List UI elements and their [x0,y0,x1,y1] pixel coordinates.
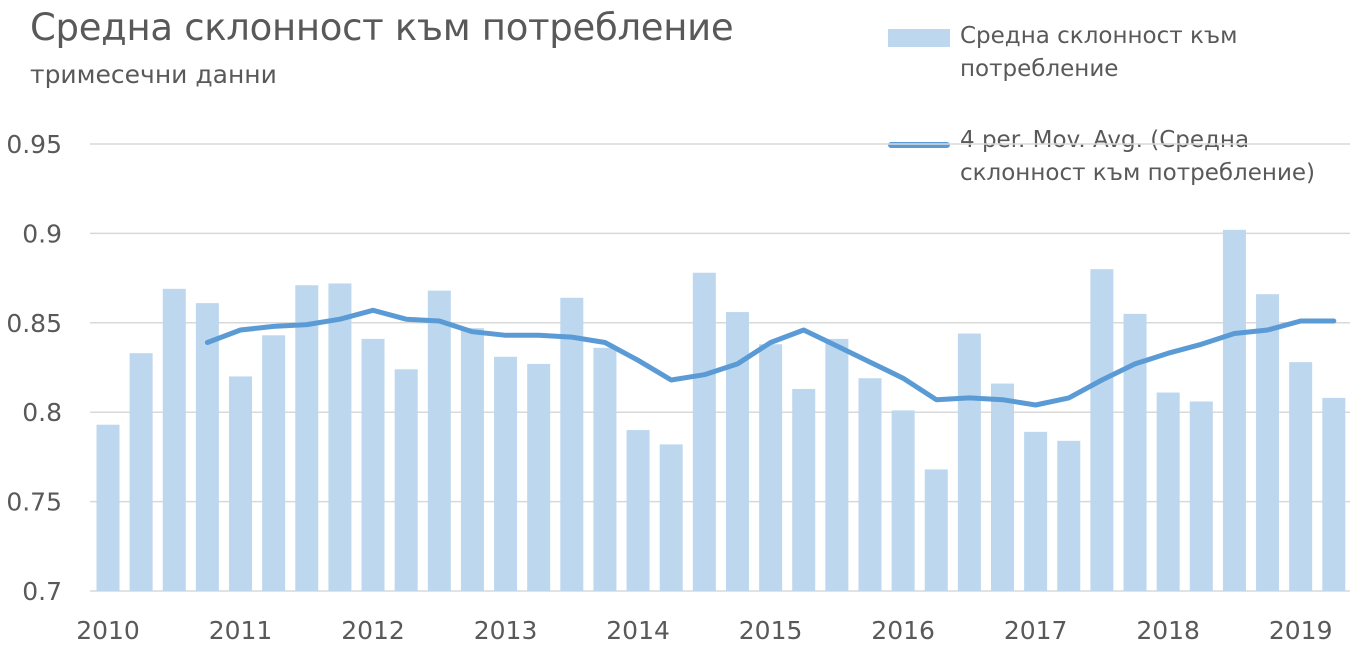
bar [1189,401,1213,591]
bar [1123,313,1147,591]
bar [162,288,186,591]
x-tick-label: 2012 [341,616,405,645]
x-tick-label: 2019 [1269,616,1333,645]
y-tick-label: 0.8 [22,398,62,427]
x-tick-label: 2016 [871,616,935,645]
chart-title: Средна склонност към потребление [30,6,734,49]
y-tick-label: 0.95 [6,130,62,159]
bar [725,312,749,591]
bar [195,303,219,591]
bar [1156,392,1180,591]
bar [229,376,253,591]
y-tick-label: 0.75 [6,488,62,517]
y-axis: 0.95 0.9 0.85 0.8 0.75 0.7 [6,130,62,606]
bar [991,383,1015,591]
x-tick-label: 2015 [739,616,803,645]
bar [759,344,783,591]
bar [295,285,319,591]
bar [1256,294,1280,591]
bar [593,347,617,591]
bar [858,378,882,591]
bar [957,333,981,591]
bar [626,430,650,591]
y-tick-label: 0.85 [6,309,62,338]
moving-average-line [204,307,1337,408]
x-tick-label: 2010 [76,616,140,645]
bar [1090,269,1114,591]
chart-subtitle: тримесечни данни [30,60,277,89]
bar [825,338,849,591]
legend-line-swatch [888,142,950,148]
bar [891,410,915,591]
bar [262,335,286,591]
x-tick-label: 2011 [209,616,273,645]
bar [1024,431,1048,591]
bar [659,444,683,591]
moving-average-series [204,307,1337,408]
bar [460,328,484,591]
y-tick-label: 0.7 [22,577,62,606]
legend-bar-swatch [888,29,950,47]
bar [560,297,584,591]
legend-label-bars: Средна склонност към потребление [960,23,1238,82]
x-tick-label: 2018 [1136,616,1200,645]
bar [394,369,418,591]
bar [527,363,551,591]
bar [328,283,352,591]
bar [427,290,451,591]
bar [1222,229,1246,591]
x-tick-label: 2017 [1004,616,1068,645]
bar [1289,362,1313,591]
bar [361,338,385,591]
bar [692,272,716,591]
legend-label-line: 4 per. Mov. Avg. (Средна склонност към п… [960,127,1316,186]
bar [792,388,816,591]
x-tick-label: 2014 [606,616,670,645]
bar-series [96,229,1346,591]
x-axis: 2010 2011 2012 2013 2014 2015 2016 2017 2018 2019 [76,616,1332,645]
bar [494,356,518,591]
bar [96,424,120,591]
bar [1057,440,1081,591]
y-tick-label: 0.9 [22,219,62,248]
bar [1322,397,1346,591]
bar [924,469,948,591]
x-tick-label: 2013 [474,616,538,645]
bar [129,353,153,591]
